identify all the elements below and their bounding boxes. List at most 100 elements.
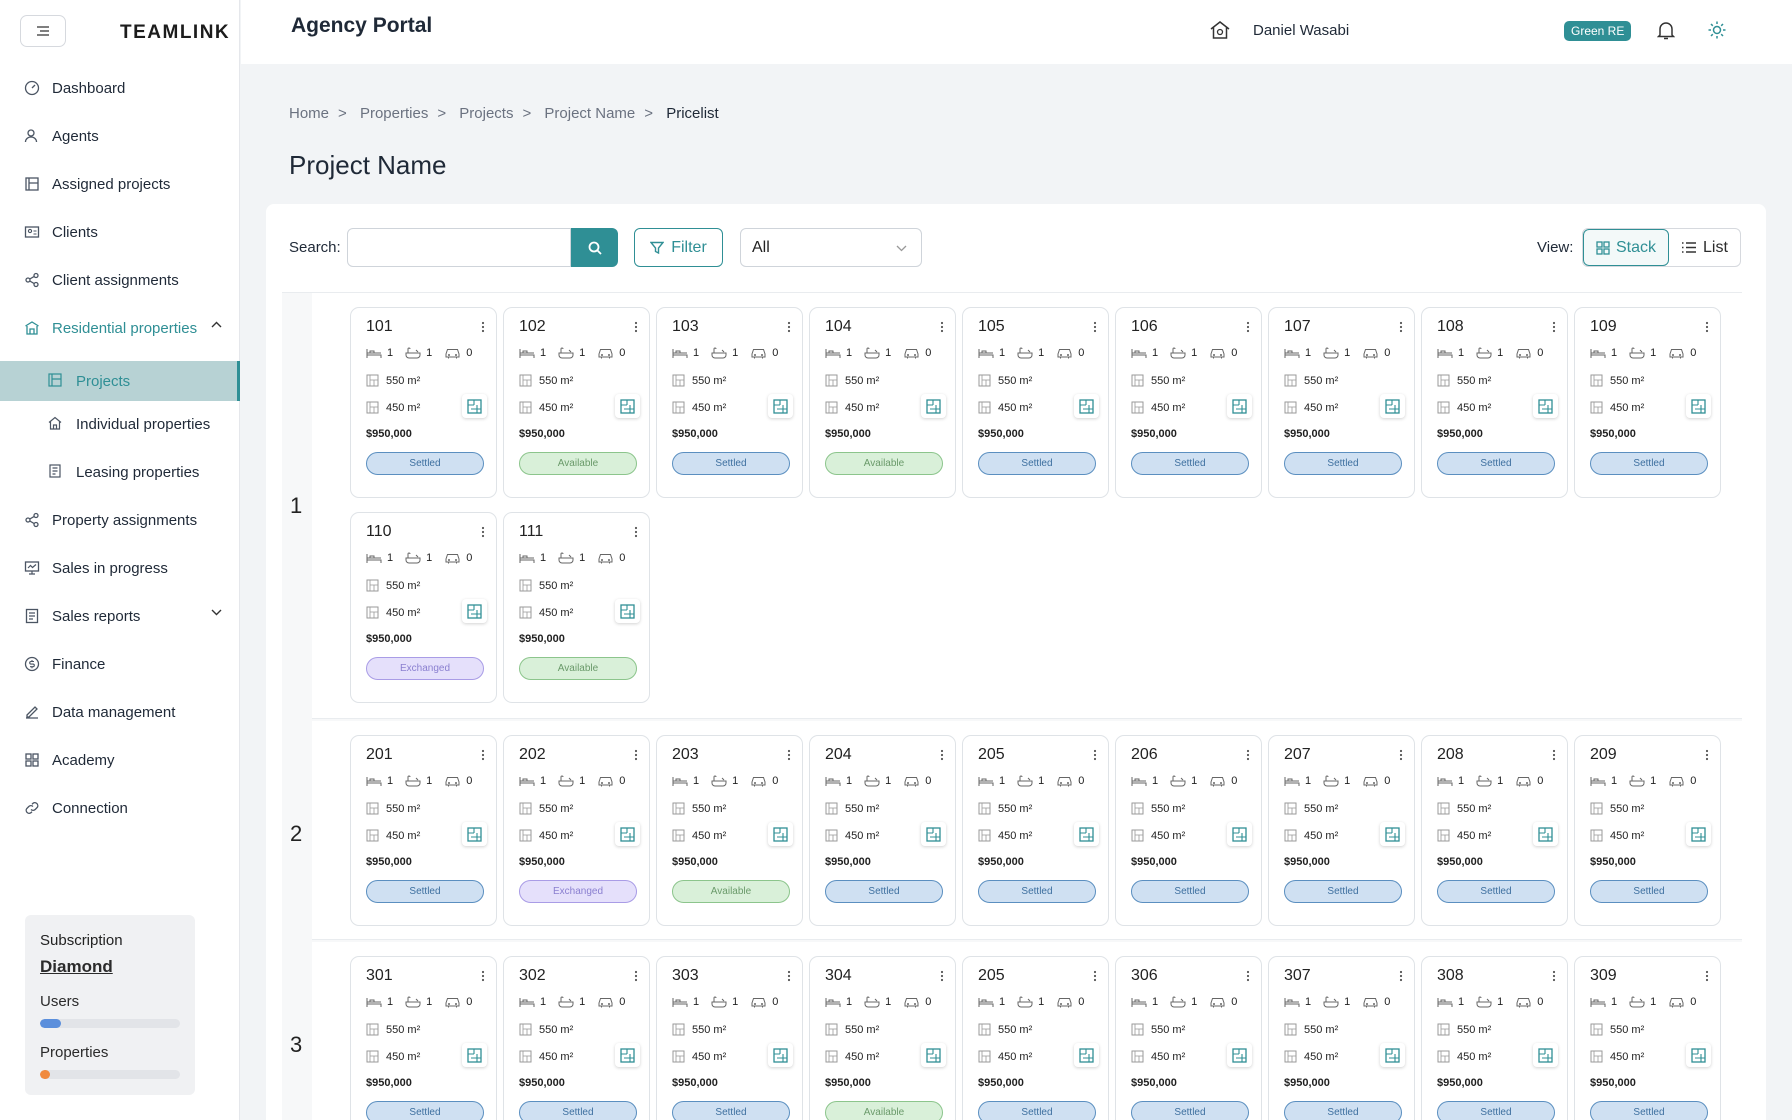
more-options-icon[interactable] [1246,321,1250,333]
more-options-icon[interactable] [940,970,944,982]
floor-plan-icon[interactable] [1074,1043,1099,1067]
more-options-icon[interactable] [1705,321,1709,333]
more-options-icon[interactable] [634,526,638,538]
breadcrumb-home[interactable]: Home [289,105,330,122]
sidebar-item-data-management[interactable]: Data management [0,692,240,732]
floor-plan-icon[interactable] [615,599,640,623]
unit-card[interactable]: 202 1 1 0 550 m² 450 m² $950,000 Exchanged [503,735,650,926]
floor-plan-icon[interactable] [768,394,793,418]
unit-card[interactable]: 204 1 1 0 550 m² 450 m² $950,000 Settled [809,735,956,926]
view-list-button[interactable]: List [1669,229,1740,266]
more-options-icon[interactable] [787,970,791,982]
sidebar-item-assigned-projects[interactable]: Assigned projects [0,164,240,204]
unit-card[interactable]: 104 1 1 0 550 m² 450 m² $950,000 Available [809,307,956,498]
unit-card[interactable]: 205 1 1 0 550 m² 450 m² $950,000 Settled [962,735,1109,926]
more-options-icon[interactable] [1552,321,1556,333]
more-options-icon[interactable] [634,749,638,761]
unit-card[interactable]: 301 1 1 0 550 m² 450 m² $950,000 Settled [350,956,497,1120]
unit-card[interactable]: 302 1 1 0 550 m² 450 m² $950,000 Settled [503,956,650,1120]
floor-plan-icon[interactable] [1227,394,1252,418]
floor-plan-icon[interactable] [1074,394,1099,418]
sidebar-item-client-assignments[interactable]: Client assignments [0,260,240,300]
unit-card[interactable]: 107 1 1 0 550 m² 450 m² $950,000 Settled [1268,307,1415,498]
unit-card[interactable]: 303 1 1 0 550 m² 450 m² $950,000 Settled [656,956,803,1120]
unit-card[interactable]: 304 1 1 0 550 m² 450 m² $950,000 Available [809,956,956,1120]
search-button[interactable] [571,228,618,267]
more-options-icon[interactable] [940,321,944,333]
floor-plan-icon[interactable] [1533,394,1558,418]
unit-card[interactable]: 207 1 1 0 550 m² 450 m² $950,000 Settled [1268,735,1415,926]
unit-card[interactable]: 206 1 1 0 550 m² 450 m² $950,000 Settled [1115,735,1262,926]
floor-plan-icon[interactable] [921,394,946,418]
floor-plan-icon[interactable] [1533,822,1558,846]
floor-plan-icon[interactable] [768,822,793,846]
floor-plan-icon[interactable] [1686,394,1711,418]
floor-plan-icon[interactable] [462,394,487,418]
floor-plan-icon[interactable] [768,1043,793,1067]
unit-card[interactable]: 106 1 1 0 550 m² 450 m² $950,000 Settled [1115,307,1262,498]
view-stack-button[interactable]: Stack [1583,229,1670,266]
breadcrumb-projects[interactable]: Projects [459,105,514,122]
more-options-icon[interactable] [1399,321,1403,333]
more-options-icon[interactable] [1552,749,1556,761]
sidebar-item-connection[interactable]: Connection [0,788,240,828]
more-options-icon[interactable] [1246,749,1250,761]
floor-plan-icon[interactable] [615,1043,640,1067]
unit-card[interactable]: 203 1 1 0 550 m² 450 m² $950,000 Available [656,735,803,926]
sun-icon[interactable] [1707,20,1727,40]
unit-card[interactable]: 109 1 1 0 550 m² 450 m² $950,000 Settled [1574,307,1721,498]
floor-plan-icon[interactable] [462,1043,487,1067]
floor-plan-icon[interactable] [1380,1043,1405,1067]
breadcrumb-project-name[interactable]: Project Name [544,105,636,122]
more-options-icon[interactable] [1399,970,1403,982]
sidebar-item-academy[interactable]: Academy [0,740,240,780]
more-options-icon[interactable] [787,749,791,761]
sidebar-item-individual-properties[interactable]: Individual properties [0,404,240,444]
unit-card[interactable]: 308 1 1 0 550 m² 450 m² $950,000 Settled [1421,956,1568,1120]
floor-plan-icon[interactable] [462,822,487,846]
unit-card[interactable]: 110 1 1 0 550 m² 450 m² $950,000 Exchanged [350,512,497,703]
unit-card[interactable]: 103 1 1 0 550 m² 450 m² $950,000 Settled [656,307,803,498]
sidebar-item-property-assignments[interactable]: Property assignments [0,500,240,540]
unit-card[interactable]: 101 1 1 0 550 m² 450 m² $950,000 Settled [350,307,497,498]
sidebar-item-sales-in-progress[interactable]: Sales in progress [0,548,240,588]
floor-plan-icon[interactable] [462,599,487,623]
more-options-icon[interactable] [481,970,485,982]
more-options-icon[interactable] [1552,970,1556,982]
floor-plan-icon[interactable] [921,822,946,846]
floor-plan-icon[interactable] [1533,1043,1558,1067]
more-options-icon[interactable] [481,526,485,538]
unit-card[interactable]: 102 1 1 0 550 m² 450 m² $950,000 Available [503,307,650,498]
floor-plan-icon[interactable] [615,822,640,846]
subscription-plan-link[interactable]: Diamond [40,957,113,976]
more-options-icon[interactable] [481,749,485,761]
more-options-icon[interactable] [1399,749,1403,761]
more-options-icon[interactable] [1246,970,1250,982]
sidebar-item-agents[interactable]: Agents [0,116,240,156]
sidebar-item-sales-reports[interactable]: Sales reports [0,596,240,636]
floor-plan-icon[interactable] [1380,394,1405,418]
unit-card[interactable]: 307 1 1 0 550 m² 450 m² $950,000 Settled [1268,956,1415,1120]
menu-toggle-button[interactable] [20,15,66,47]
unit-card[interactable]: 306 1 1 0 550 m² 450 m² $950,000 Settled [1115,956,1262,1120]
unit-card[interactable]: 111 1 1 0 550 m² 450 m² $950,000 Available [503,512,650,703]
unit-card[interactable]: 209 1 1 0 550 m² 450 m² $950,000 Settled [1574,735,1721,926]
more-options-icon[interactable] [1093,749,1097,761]
search-input[interactable] [347,228,571,267]
more-options-icon[interactable] [940,749,944,761]
more-options-icon[interactable] [634,970,638,982]
unit-card[interactable]: 208 1 1 0 550 m² 450 m² $950,000 Settled [1421,735,1568,926]
more-options-icon[interactable] [1705,749,1709,761]
more-options-icon[interactable] [1093,321,1097,333]
unit-card[interactable]: 309 1 1 0 550 m² 450 m² $950,000 Settled [1574,956,1721,1120]
agency-home-icon[interactable] [1209,20,1231,40]
sidebar-item-finance[interactable]: Finance [0,644,240,684]
more-options-icon[interactable] [1705,970,1709,982]
user-name[interactable]: Daniel Wasabi [1253,22,1350,39]
sidebar-item-residential-properties[interactable]: Residential properties [0,308,240,348]
unit-card[interactable]: 108 1 1 0 550 m² 450 m² $950,000 Settled [1421,307,1568,498]
more-options-icon[interactable] [1093,970,1097,982]
floor-plan-icon[interactable] [1227,1043,1252,1067]
more-options-icon[interactable] [787,321,791,333]
more-options-icon[interactable] [634,321,638,333]
